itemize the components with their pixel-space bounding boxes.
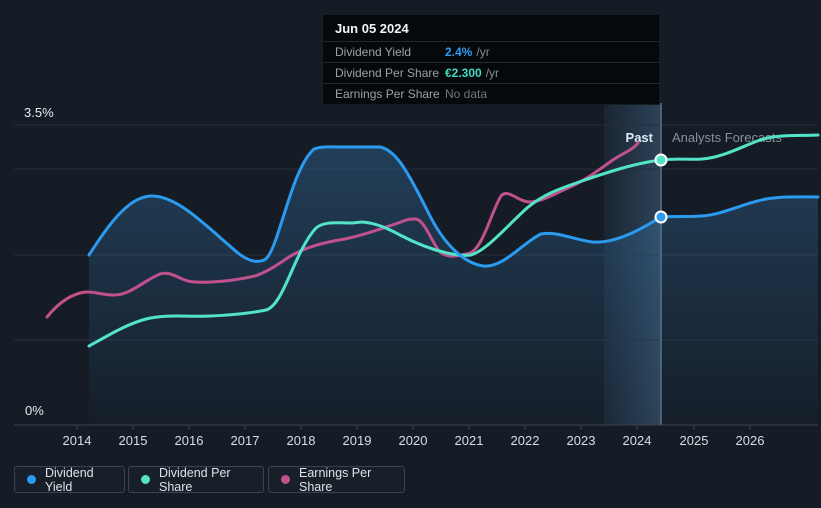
x-axis-label-2021: 2021 (454, 433, 484, 448)
cursor-markers (654, 153, 668, 224)
x-axis-label-2024: 2024 (622, 433, 652, 448)
x-axis-label-2014: 2014 (62, 433, 92, 448)
dividend-yield-line (87, 145, 820, 268)
legend-label: Dividend Per Share (159, 465, 231, 494)
x-axis-label-2015: 2015 (118, 433, 148, 448)
tooltip-date: Jun 05 2024 (335, 21, 409, 36)
tooltip-row-dividend-per-share: Dividend Per Share €2.300 /yr (323, 62, 659, 83)
x-axis-label-2016: 2016 (174, 433, 204, 448)
legend-item-dividend-yield[interactable]: Dividend Yield (14, 465, 125, 494)
tooltip-value: €2.300 (445, 66, 482, 80)
axis-ticks (76, 425, 751, 430)
x-axis-label-2023: 2023 (566, 433, 596, 448)
legend-label: Dividend Yield (45, 465, 94, 494)
x-axis-label-2019: 2019 (342, 433, 372, 448)
x-axis-label-2020: 2020 (398, 433, 428, 448)
dividend-per-share-cursor-marker[interactable] (654, 153, 668, 167)
dividend-yield-cursor-marker[interactable] (654, 210, 668, 224)
legend-item-earnings-per-share[interactable]: Earnings Per Share (268, 465, 405, 494)
tooltip-label: Dividend Per Share (335, 66, 440, 80)
x-axis-label-2025: 2025 (679, 433, 709, 448)
dividend-yield-area (89, 146, 818, 425)
tooltip-label: Earnings Per Share (335, 87, 440, 101)
tooltip-row-dividend-yield: Dividend Yield 2.4% /yr (323, 41, 659, 62)
tooltip-value: No data (445, 87, 488, 101)
x-axis-label-2026: 2026 (735, 433, 765, 448)
legend-label: Earnings Per Share (299, 465, 372, 494)
x-axis-label-2017: 2017 (230, 433, 260, 448)
tooltip-row-earnings-per-share: Earnings Per Share No data (323, 83, 659, 104)
y-axis-min-label: 0% (25, 403, 44, 418)
dividend-yield-dot-icon (27, 475, 36, 484)
tooltip-value: 2.4% (445, 45, 473, 59)
earnings-per-share-dot-icon (281, 475, 290, 484)
x-axis-label-2018: 2018 (286, 433, 316, 448)
y-axis-max-label: 3.5% (24, 105, 54, 120)
tooltip-value-suffix: /yr (485, 66, 500, 80)
tooltip-value-suffix: /yr (476, 45, 490, 59)
x-axis-label-2022: 2022 (510, 433, 540, 448)
legend-item-dividend-per-share[interactable]: Dividend Per Share (128, 465, 264, 494)
dividend-per-share-line (87, 133, 820, 348)
tooltip-label: Dividend Yield (335, 45, 412, 59)
dividend-per-share-dot-icon (141, 475, 150, 484)
chart-tooltip: Jun 05 2024 Dividend Yield 2.4% /yr Divi… (322, 14, 660, 105)
